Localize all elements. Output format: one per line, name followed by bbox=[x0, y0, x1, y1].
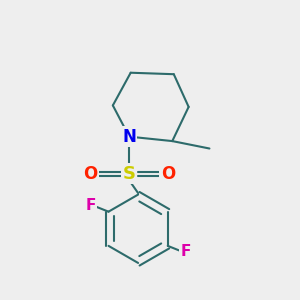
Text: F: F bbox=[85, 198, 95, 213]
Text: O: O bbox=[83, 165, 98, 183]
Text: S: S bbox=[123, 165, 136, 183]
Text: O: O bbox=[161, 165, 175, 183]
Text: N: N bbox=[122, 128, 136, 146]
Text: F: F bbox=[181, 244, 191, 260]
